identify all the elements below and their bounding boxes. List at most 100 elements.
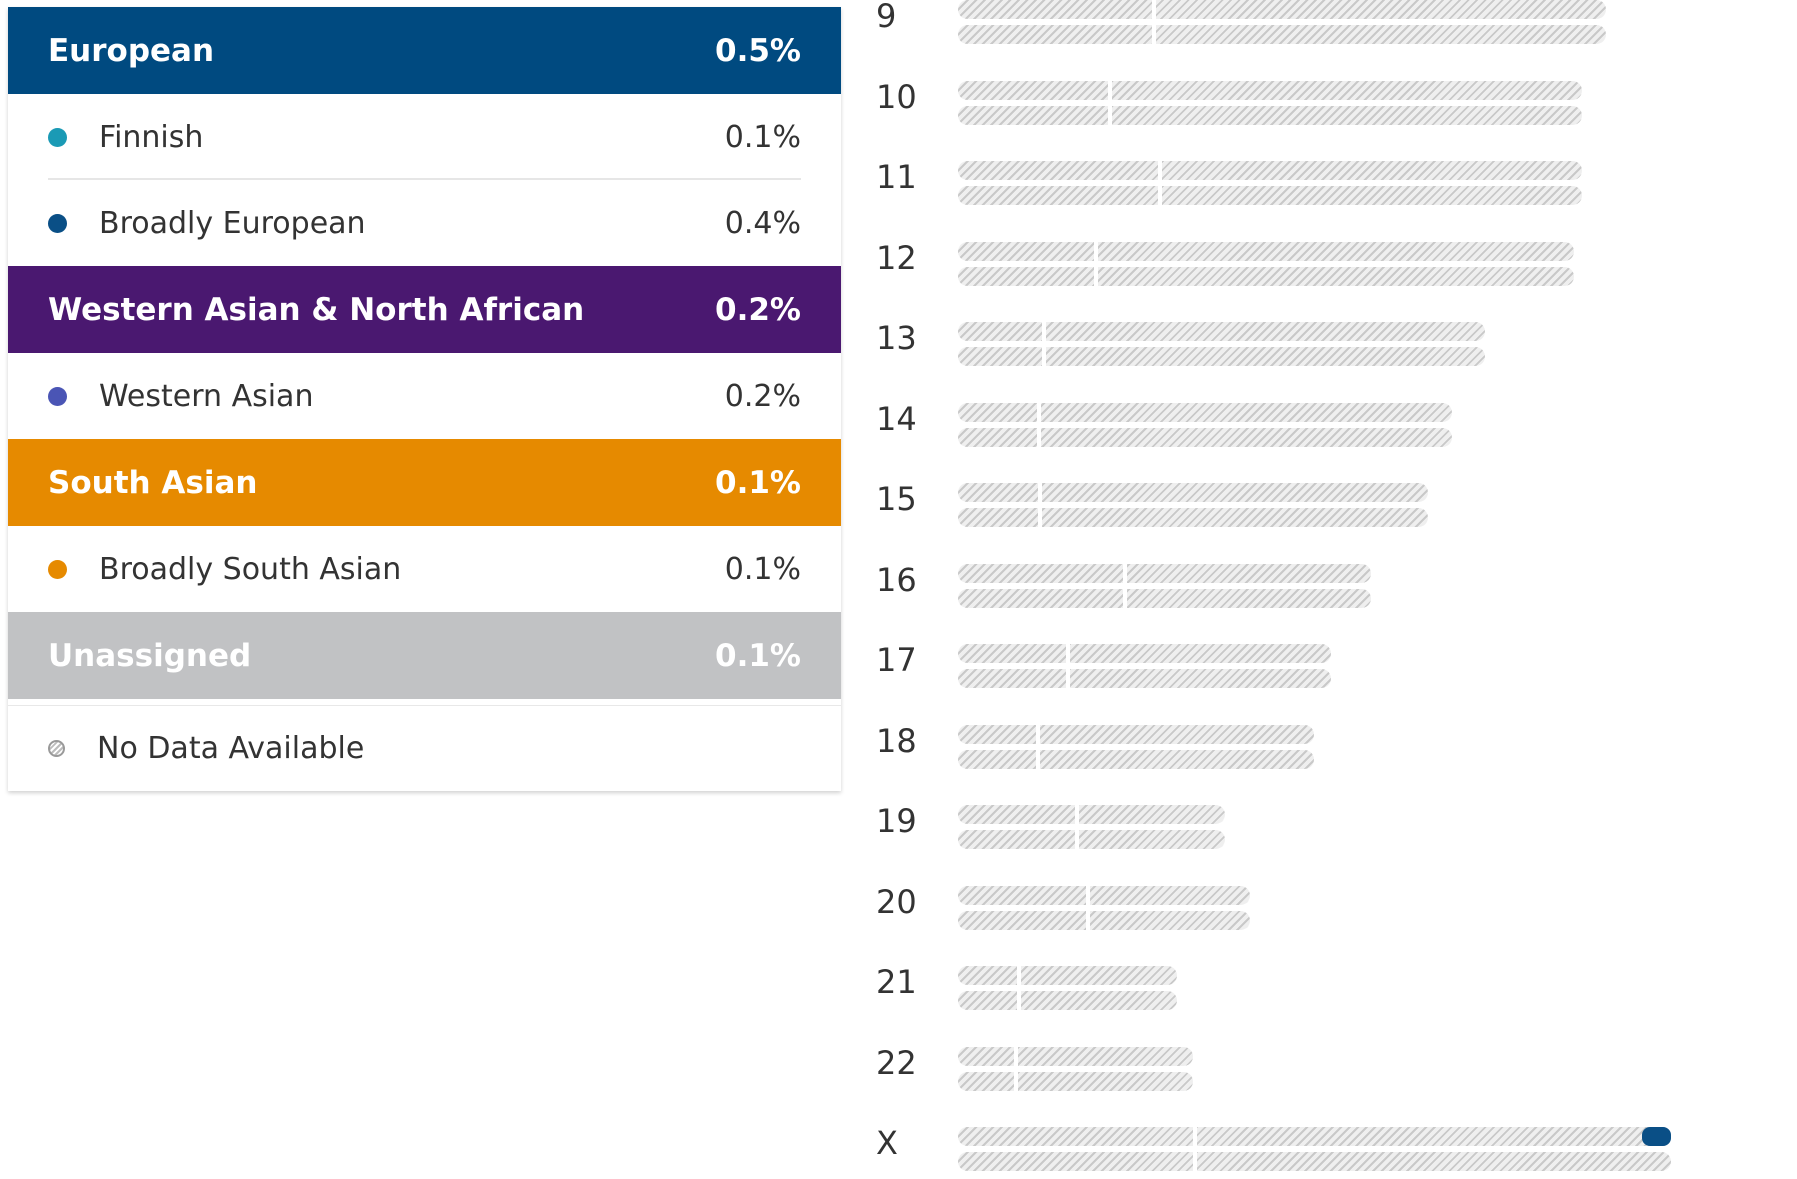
group-header-unassigned[interactable]: Unassigned 0.1%	[8, 612, 841, 699]
centromere-gap	[1017, 966, 1021, 985]
group-header-western-asian-north-african[interactable]: Western Asian & North African 0.2%	[8, 266, 841, 353]
chromosome-row-14[interactable]: 14	[870, 395, 1797, 455]
centromere-gap	[1123, 563, 1127, 583]
chromosome-strand-2	[958, 669, 1331, 688]
chromosome-label: 21	[876, 963, 917, 1001]
centromere-gap	[1066, 669, 1070, 688]
chromosome-label: 9	[876, 0, 897, 35]
chromosome-label: 17	[876, 641, 917, 679]
legend-item-no-data: No Data Available	[8, 705, 841, 791]
chromosome-label: 12	[876, 238, 917, 277]
chromosome-strand-1	[958, 80, 1582, 100]
chromosome-strand-1	[958, 1046, 1193, 1066]
chromosome-label: 19	[876, 802, 917, 840]
legend-item-percent: 0.1%	[724, 119, 801, 155]
group-percent: 0.2%	[715, 291, 801, 328]
chromosome-strand-1	[958, 402, 1452, 422]
centromere-gap	[1038, 483, 1042, 502]
centromere-gap	[1152, 25, 1156, 44]
chromosome-label: 22	[876, 1043, 917, 1082]
chromosome-row-15[interactable]: 15	[870, 475, 1797, 535]
centromere-gap	[1037, 427, 1041, 447]
group-name: Western Asian & North African	[48, 291, 585, 328]
chromosome-strand-1	[958, 1127, 1671, 1146]
legend-item-broadly-south-asian[interactable]: Broadly South Asian 0.1%	[8, 526, 841, 612]
centromere-gap	[1152, 0, 1156, 19]
centromere-gap	[1158, 186, 1162, 205]
group-percent: 0.1%	[715, 637, 801, 674]
chromosome-strand-2	[958, 910, 1250, 930]
broadly-south-asian-color-dot-icon	[48, 559, 67, 579]
chromosome-strand-1	[958, 241, 1574, 261]
legend-item-western-asian[interactable]: Western Asian 0.2%	[8, 353, 841, 439]
chromosome-strand-1	[958, 885, 1250, 905]
chromosome-label: 14	[876, 399, 917, 438]
centromere-gap	[1094, 241, 1098, 261]
centromere-gap	[1036, 724, 1040, 744]
group-percent: 0.1%	[715, 464, 801, 501]
chromosome-row-11[interactable]: 11	[870, 153, 1797, 213]
chromosome-row-20[interactable]: 20	[870, 878, 1797, 938]
western-asian-color-dot-icon	[48, 386, 67, 406]
chromosome-row-21[interactable]: 21	[870, 958, 1797, 1018]
centromere-gap	[1042, 347, 1046, 366]
chromosome-strand-1	[958, 966, 1177, 985]
chromosome-strand-2	[958, 25, 1606, 44]
divider	[8, 699, 841, 705]
group-header-south-asian[interactable]: South Asian 0.1%	[8, 439, 841, 526]
legend-item-finnish[interactable]: Finnish 0.1%	[8, 94, 841, 180]
chromosome-strand-1	[958, 483, 1428, 502]
chromosome-row-10[interactable]: 10	[870, 73, 1797, 133]
chromosome-strand-2	[958, 830, 1225, 849]
chromosome-label: 11	[876, 158, 917, 196]
chromosome-row-12[interactable]: 12	[870, 234, 1797, 294]
legend-item-broadly-european[interactable]: Broadly European 0.4%	[8, 180, 841, 266]
centromere-gap	[1108, 80, 1112, 100]
chromosome-label: 15	[876, 480, 917, 518]
chromosome-strand-1	[958, 805, 1225, 824]
centromere-gap	[1193, 1127, 1197, 1146]
chromosome-strand-2	[958, 186, 1582, 205]
legend-item-percent: 0.4%	[724, 205, 801, 241]
chromosome-strand-2	[958, 427, 1452, 447]
centromere-gap	[1123, 588, 1127, 608]
centromere-gap	[1066, 644, 1070, 663]
legend-item-label: No Data Available	[97, 731, 365, 766]
group-name: Unassigned	[48, 637, 252, 674]
legend-item-label: Broadly European	[99, 205, 366, 241]
centromere-gap	[1094, 266, 1098, 286]
chromosome-strand-2	[958, 749, 1314, 769]
chromosome-label: X	[876, 1124, 898, 1162]
centromere-gap	[1086, 885, 1090, 905]
chromosome-row-9[interactable]: 9	[870, 0, 1797, 52]
chromosome-label: 20	[876, 882, 917, 921]
ancestry-legend-panel: European 0.5% Finnish 0.1% Broadly Europ…	[8, 7, 841, 791]
chromosome-row-x[interactable]: X	[870, 1119, 1797, 1179]
chromosome-strand-2	[958, 991, 1177, 1010]
chromosome-strand-2	[958, 1152, 1671, 1171]
centromere-gap	[1014, 1046, 1018, 1066]
centromere-gap	[1014, 1071, 1018, 1091]
chromosome-row-13[interactable]: 13	[870, 314, 1797, 374]
centromere-gap	[1108, 105, 1112, 125]
chromosome-row-16[interactable]: 16	[870, 556, 1797, 616]
centromere-gap	[1075, 805, 1079, 824]
finnish-color-dot-icon	[48, 127, 67, 147]
group-percent: 0.5%	[715, 32, 801, 69]
chromosome-strand-2	[958, 588, 1371, 608]
centromere-gap	[1036, 749, 1040, 769]
chromosome-row-22[interactable]: 22	[870, 1039, 1797, 1099]
chromosome-strand-1	[958, 724, 1314, 744]
chromosome-strand-1	[958, 161, 1582, 180]
no-data-hatched-icon	[48, 740, 65, 757]
chromosome-row-19[interactable]: 19	[870, 797, 1797, 857]
chromosome-row-17[interactable]: 17	[870, 636, 1797, 696]
chromosome-strand-2	[958, 347, 1485, 366]
chromosome-strand-1	[958, 322, 1485, 341]
broadly-european-color-dot-icon	[48, 213, 67, 233]
group-header-european[interactable]: European 0.5%	[8, 7, 841, 94]
chromosome-row-18[interactable]: 18	[870, 717, 1797, 777]
ancestry-segment[interactable]	[1642, 1127, 1671, 1146]
legend-item-label: Broadly South Asian	[99, 551, 402, 587]
chromosome-strand-2	[958, 266, 1574, 286]
